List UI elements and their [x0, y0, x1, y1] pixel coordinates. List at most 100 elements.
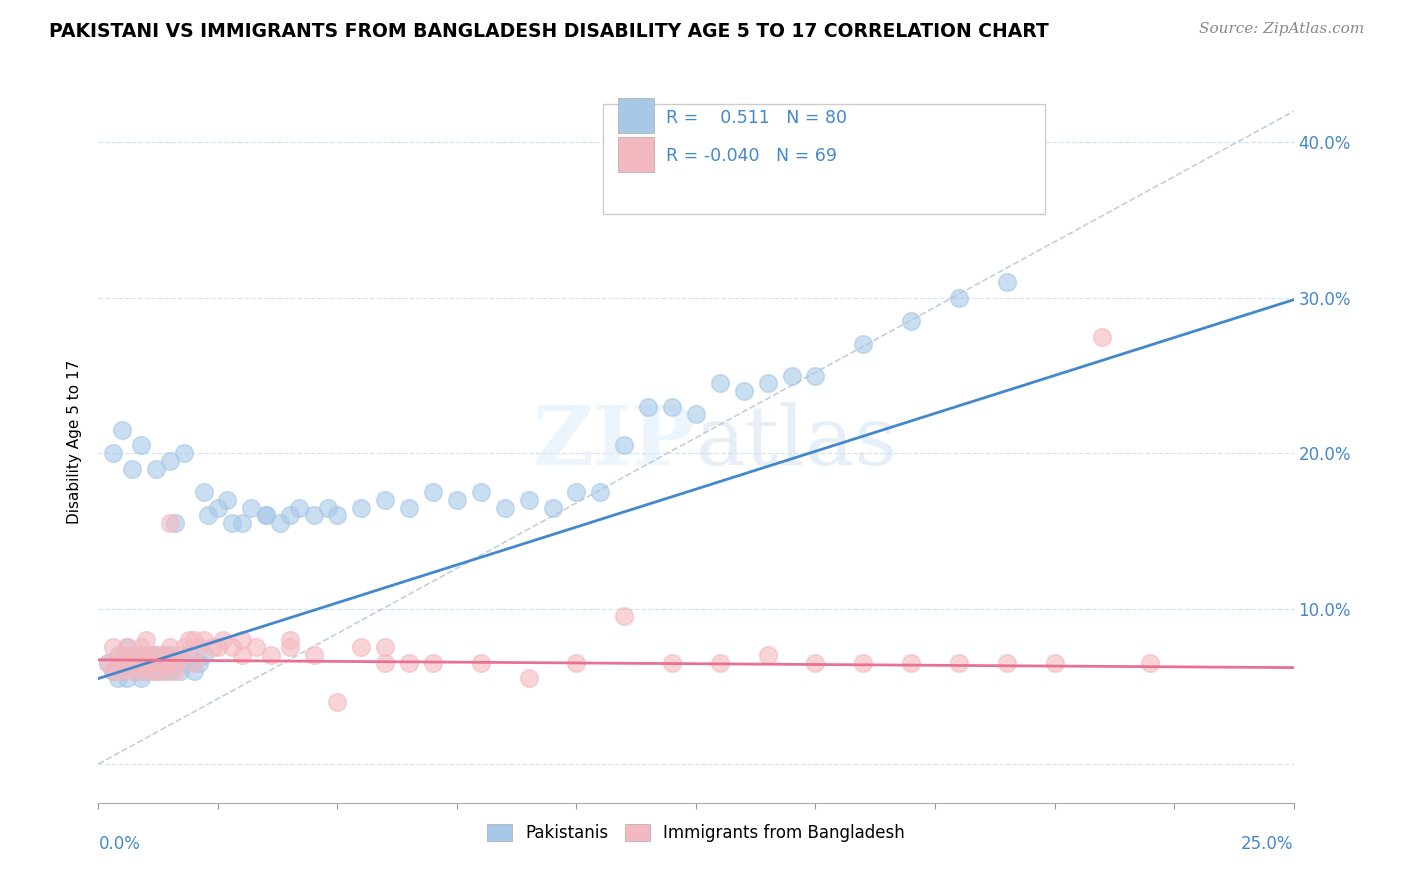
Point [637, 400, 659, 414]
Point [135, 656, 157, 670]
Point [221, 640, 243, 655]
Point [169, 664, 191, 678]
Point [269, 516, 291, 530]
Point [240, 500, 263, 515]
Point [159, 648, 181, 663]
Point [121, 656, 143, 670]
Point [131, 648, 153, 663]
Point [197, 508, 219, 523]
Point [173, 446, 195, 460]
Point [661, 400, 683, 414]
Point [107, 656, 129, 670]
Point [131, 438, 153, 452]
Point [135, 664, 157, 678]
Point [259, 648, 281, 663]
Point [948, 291, 970, 305]
Point [101, 664, 124, 678]
Point [756, 648, 779, 663]
Point [149, 656, 172, 670]
FancyBboxPatch shape [603, 104, 1045, 214]
Point [159, 454, 181, 468]
Point [780, 368, 803, 383]
Point [121, 664, 143, 678]
Point [541, 500, 564, 515]
Text: R = -0.040   N = 69: R = -0.040 N = 69 [666, 147, 837, 166]
Point [350, 640, 373, 655]
Point [107, 672, 129, 686]
Point [101, 446, 124, 460]
Point [159, 648, 181, 663]
Bar [619, 98, 654, 133]
Point [111, 423, 134, 437]
Point [685, 408, 707, 422]
Point [149, 648, 172, 663]
Point [207, 640, 229, 655]
Point [316, 500, 339, 515]
Point [183, 656, 205, 670]
Point [145, 461, 167, 475]
Point [374, 640, 396, 655]
Point [948, 656, 970, 670]
Point [231, 516, 253, 530]
Point [231, 648, 253, 663]
Point [135, 632, 157, 647]
Point [494, 500, 516, 515]
Point [179, 632, 201, 647]
Text: R =    0.511   N = 80: R = 0.511 N = 80 [666, 109, 846, 128]
Point [517, 672, 540, 686]
Point [145, 648, 167, 663]
Point [173, 656, 195, 670]
Text: Source: ZipAtlas.com: Source: ZipAtlas.com [1198, 22, 1364, 37]
Text: atlas: atlas [696, 401, 898, 482]
Point [398, 656, 420, 670]
Point [125, 664, 148, 678]
Point [145, 664, 167, 678]
Point [155, 648, 177, 663]
Point [211, 632, 233, 647]
Text: 25.0%: 25.0% [1241, 835, 1294, 854]
Point [115, 640, 138, 655]
Point [193, 632, 215, 647]
Point [111, 664, 134, 678]
Point [517, 492, 540, 507]
Point [169, 648, 191, 663]
Point [159, 516, 181, 530]
Point [111, 648, 134, 663]
Point [111, 664, 134, 678]
Point [709, 376, 731, 391]
Point [804, 368, 827, 383]
Point [193, 648, 215, 663]
Point [183, 632, 205, 647]
Point [97, 656, 120, 670]
Point [187, 640, 209, 655]
Point [121, 648, 143, 663]
Point [326, 508, 349, 523]
Point [163, 516, 186, 530]
Point [145, 664, 167, 678]
Point [207, 500, 229, 515]
Point [101, 664, 124, 678]
Point [155, 656, 177, 670]
Point [145, 648, 167, 663]
Point [422, 485, 444, 500]
Point [163, 664, 186, 678]
Point [1043, 656, 1066, 670]
Point [135, 656, 157, 670]
Point [852, 337, 875, 351]
Point [202, 640, 225, 655]
Point [302, 648, 325, 663]
Point [804, 656, 827, 670]
Point [183, 664, 205, 678]
Point [852, 656, 875, 670]
Point [107, 648, 129, 663]
Point [613, 609, 636, 624]
Point [254, 508, 277, 523]
Point [139, 664, 162, 678]
Point [900, 314, 922, 328]
Point [661, 656, 683, 670]
Point [173, 640, 195, 655]
Point [121, 461, 143, 475]
Point [374, 492, 396, 507]
Point [254, 508, 277, 523]
Point [179, 648, 201, 663]
